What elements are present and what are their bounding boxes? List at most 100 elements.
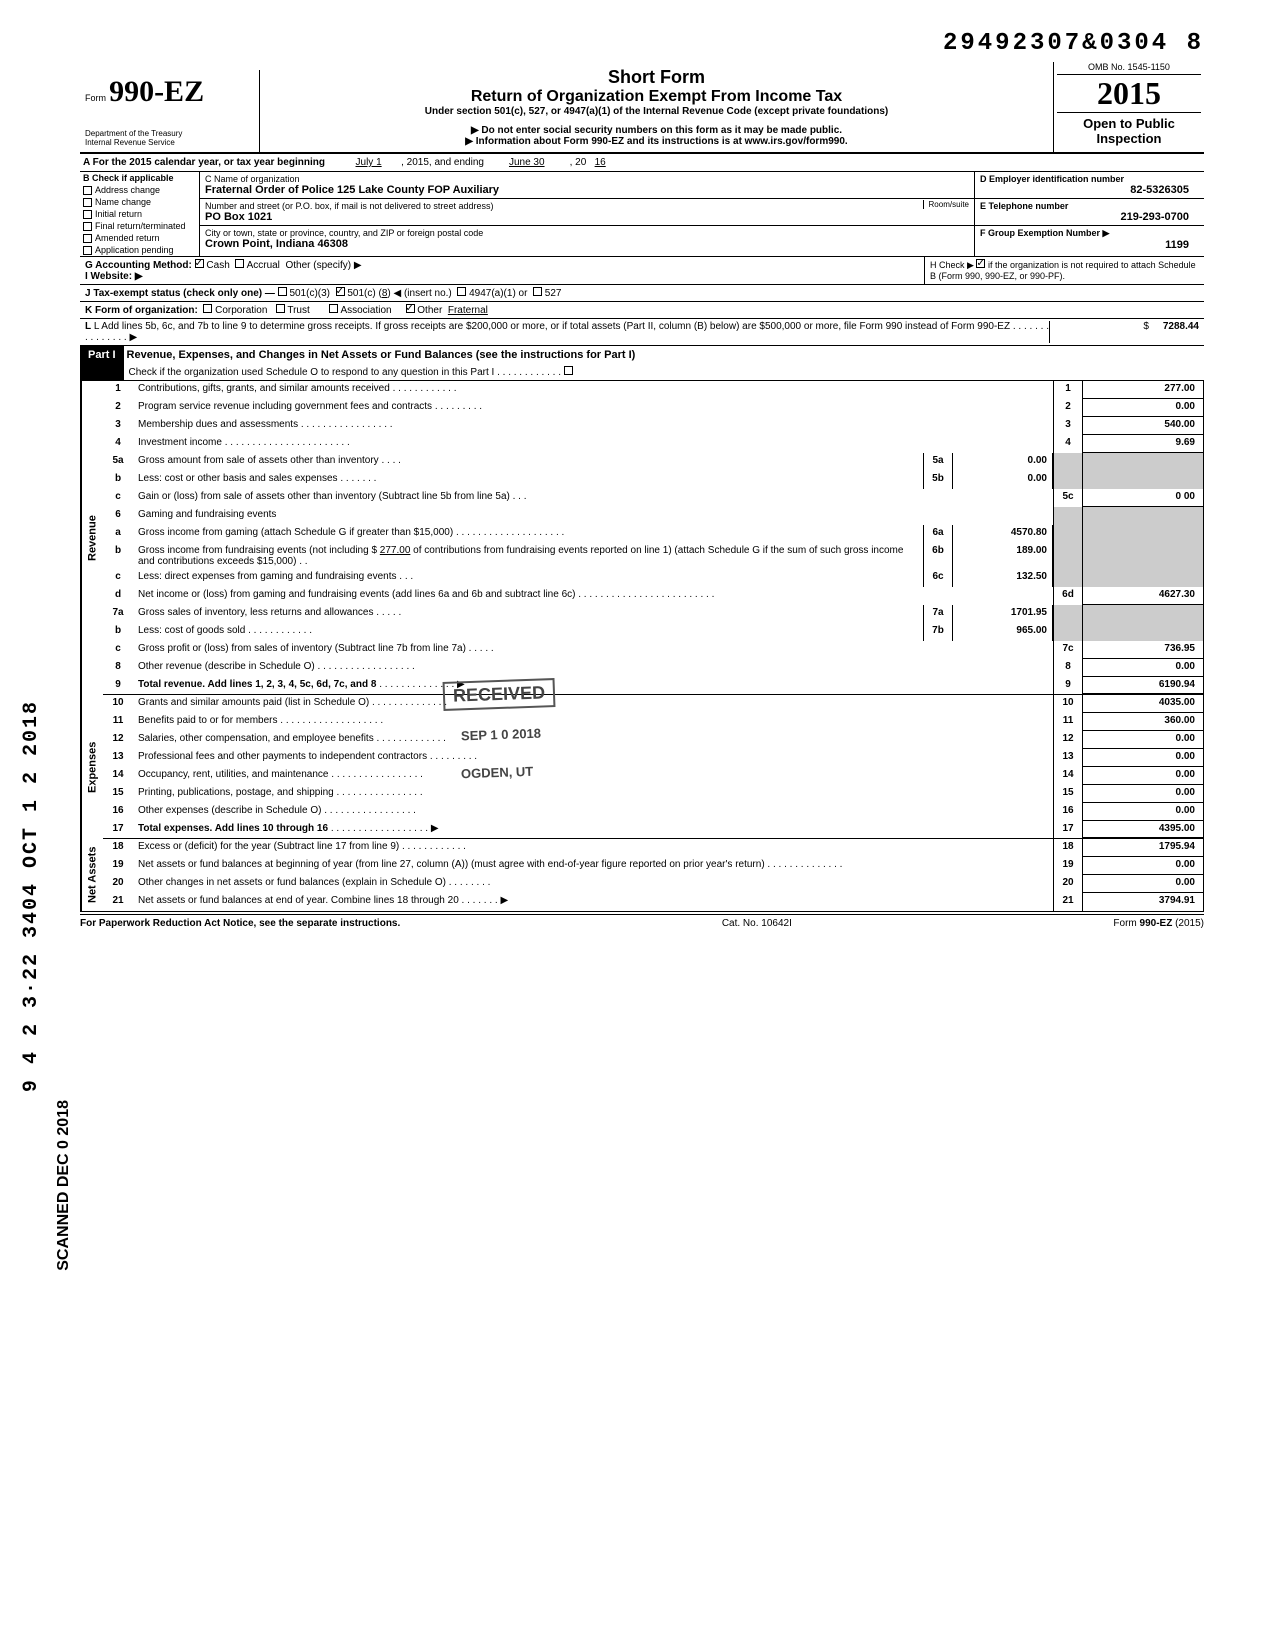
- l14-val: 0.00: [1083, 767, 1203, 785]
- l1-desc: Contributions, gifts, grants, and simila…: [138, 383, 390, 394]
- k-trust: Trust: [287, 305, 309, 316]
- part1-badge: Part I: [80, 346, 124, 380]
- yr: 16: [595, 157, 606, 168]
- cb-501c3[interactable]: [278, 287, 287, 296]
- g-cash: Cash: [206, 260, 229, 271]
- l7b-desc: Less: cost of goods sold: [138, 625, 245, 636]
- cb-part1[interactable]: [564, 366, 573, 375]
- l8-desc: Other revenue (describe in Schedule O): [138, 661, 315, 672]
- l-text: L Add lines 5b, 6c, and 7b to line 9 to …: [94, 321, 1010, 332]
- j-501c: 501(c) (: [347, 288, 381, 299]
- l16-val: 0.00: [1083, 803, 1203, 821]
- l7c-val: 736.95: [1083, 641, 1203, 659]
- g-accrual: Accrual: [247, 260, 280, 271]
- l14-desc: Occupancy, rent, utilities, and maintena…: [138, 769, 328, 780]
- side-code: 9 4 2 3·22 3404 OCT 1 2 2018: [20, 700, 43, 1092]
- title-return: Return of Organization Exempt From Incom…: [265, 88, 1048, 106]
- cb-final[interactable]: [83, 222, 92, 231]
- stamp-ogden: OGDEN, UT: [453, 761, 542, 783]
- l10-val: 4035.00: [1083, 695, 1203, 713]
- l5a-mid: 0.00: [953, 453, 1053, 471]
- col-c: C Name of organization Fraternal Order o…: [200, 172, 974, 256]
- l10-desc: Grants and similar amounts paid (list in…: [138, 697, 369, 708]
- row-a-label: A For the 2015 calendar year, or tax yea…: [83, 157, 325, 168]
- l15-val: 0.00: [1083, 785, 1203, 803]
- cb-trust[interactable]: [276, 304, 285, 313]
- f-label: F Group Exemption Number ▶: [980, 228, 1109, 238]
- j-501c3: 501(c)(3): [289, 288, 330, 299]
- group-exempt: 1199: [980, 239, 1199, 251]
- l3-desc: Membership dues and assessments: [138, 419, 298, 430]
- cb-pending[interactable]: [83, 246, 92, 255]
- l5b-mid: 0.00: [953, 471, 1053, 489]
- b-pending: Application pending: [95, 245, 174, 255]
- k-assoc: Association: [340, 305, 391, 316]
- l2-val: 0.00: [1083, 399, 1203, 417]
- c-city-label: City or town, state or province, country…: [205, 228, 483, 238]
- l12-desc: Salaries, other compensation, and employ…: [138, 733, 374, 744]
- l13-val: 0.00: [1083, 749, 1203, 767]
- cb-527[interactable]: [533, 287, 542, 296]
- ein: 82-5326305: [980, 184, 1199, 196]
- side-scanned: SCANNED DEC 0 2018: [55, 1100, 73, 1271]
- yr-label: , 20: [570, 157, 587, 168]
- c-addr-label: Number and street (or P.O. box, if mail …: [205, 201, 493, 211]
- org-addr: PO Box 1021: [205, 211, 272, 223]
- l8-val: 0.00: [1083, 659, 1203, 677]
- cb-accrual[interactable]: [235, 259, 244, 268]
- l6b-mid: 189.00: [953, 543, 1053, 569]
- row-l: L L Add lines 5b, 6c, and 7b to line 9 t…: [80, 319, 1204, 346]
- cb-corp[interactable]: [203, 304, 212, 313]
- l5c-desc: Gain or (loss) from sale of assets other…: [138, 491, 510, 502]
- l21-val: 3794.91: [1083, 893, 1203, 911]
- cb-h[interactable]: [976, 259, 985, 268]
- part1-table: Revenue 1Contributions, gifts, grants, a…: [80, 381, 1204, 912]
- cb-amended[interactable]: [83, 234, 92, 243]
- l-value: 7288.44: [1163, 321, 1199, 332]
- i-label: I Website: ▶: [85, 271, 143, 282]
- end-date: June 30: [509, 157, 545, 168]
- cb-501c[interactable]: [336, 287, 345, 296]
- l6-desc: Gaming and fundraising events: [138, 509, 276, 520]
- l6d-val: 4627.30: [1083, 587, 1203, 605]
- omb-number: OMB No. 1545-1150: [1057, 60, 1201, 75]
- l21-desc: Net assets or fund balances at end of ye…: [138, 895, 459, 906]
- l7b-mid: 965.00: [953, 623, 1053, 641]
- cb-kother[interactable]: [406, 304, 415, 313]
- j-label: J Tax-exempt status (check only one) —: [85, 288, 275, 299]
- title-noshare: ▶ Do not enter social security numbers o…: [265, 125, 1048, 136]
- form-number: 990-EZ: [109, 75, 204, 108]
- l15-desc: Printing, publications, postage, and shi…: [138, 787, 334, 798]
- cb-assoc[interactable]: [329, 304, 338, 313]
- b-header: B Check if applicable: [83, 173, 174, 183]
- l13-desc: Professional fees and other payments to …: [138, 751, 427, 762]
- row-j: J Tax-exempt status (check only one) — 5…: [80, 285, 1204, 302]
- l-arrow: ▶: [129, 332, 137, 343]
- l4-desc: Investment income: [138, 437, 222, 448]
- l18-val: 1795.94: [1083, 839, 1203, 857]
- row-a: A For the 2015 calendar year, or tax yea…: [80, 154, 1204, 172]
- cb-cash[interactable]: [195, 259, 204, 268]
- l5c-val: 0 00: [1083, 489, 1203, 507]
- l4-val: 9.69: [1083, 435, 1203, 453]
- section-bcdef: B Check if applicable Address change Nam…: [80, 172, 1204, 257]
- k-other: Other: [417, 305, 442, 316]
- cb-name[interactable]: [83, 198, 92, 207]
- k-other-val: Fraternal: [448, 305, 488, 316]
- row-a-mid: , 2015, and ending: [401, 157, 484, 168]
- l19-desc: Net assets or fund balances at beginning…: [138, 859, 765, 870]
- l11-desc: Benefits paid to or for members: [138, 715, 278, 726]
- stamp-received: RECEIVED: [443, 678, 556, 711]
- b-name: Name change: [95, 197, 151, 207]
- form-label: Form: [85, 93, 106, 103]
- side-expenses: Expenses: [81, 695, 103, 839]
- cb-initial[interactable]: [83, 210, 92, 219]
- cb-address[interactable]: [83, 186, 92, 195]
- b-address: Address change: [95, 185, 160, 195]
- row-gh: G Accounting Method: Cash Accrual Other …: [80, 257, 1204, 285]
- j-501c-end: ) ◀ (insert no.): [387, 288, 451, 299]
- cb-4947[interactable]: [457, 287, 466, 296]
- tax-year: 2015: [1057, 75, 1201, 113]
- stamp-date: SEP 1 0 2018: [453, 723, 550, 745]
- l5a-desc: Gross amount from sale of assets other t…: [138, 455, 379, 466]
